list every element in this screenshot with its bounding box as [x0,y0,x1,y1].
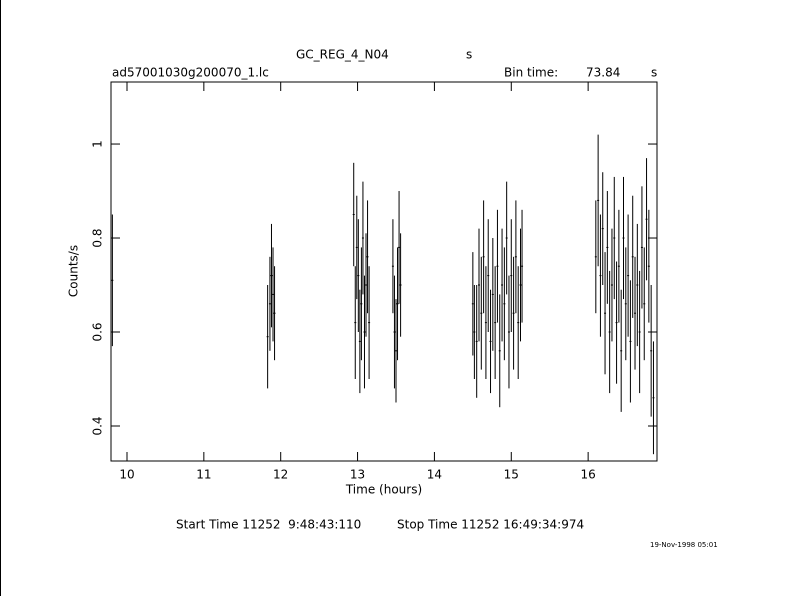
y-tick-label: 0.4 [91,416,105,435]
x-tick-label: 12 [273,468,288,482]
bin-time: 73.84 [586,66,620,80]
x-axis-label: Time (hours) [345,483,422,497]
bin-time-unit: s [651,66,657,80]
bin-time-label: Bin time: [504,66,558,80]
date-stamp: 19-Nov-1998 05:01 [650,541,718,549]
x-tick-label: 14 [427,468,442,482]
x-tick-label: 10 [119,468,134,482]
x-tick-label: 13 [350,468,365,482]
start-time: Start Time 11252 9:48:43:110 [176,518,361,532]
title-unit: s [466,48,472,62]
x-tick-label: 11 [196,468,211,482]
x-tick-label: 16 [580,468,595,482]
plot-frame [110,81,658,462]
x-tick-label: 15 [504,468,519,482]
subtitle: ad57001030g200070_1.lc [112,66,269,80]
stop-time: Stop Time 11252 16:49:34:974 [397,518,584,532]
y-axis-label: Counts/s [67,245,81,297]
chart-title: GC_REG_4_N04 [296,48,389,62]
y-tick-label: 0.8 [91,228,105,247]
y-tick-label: 1 [91,140,105,148]
y-tick-label: 0.6 [91,322,105,341]
